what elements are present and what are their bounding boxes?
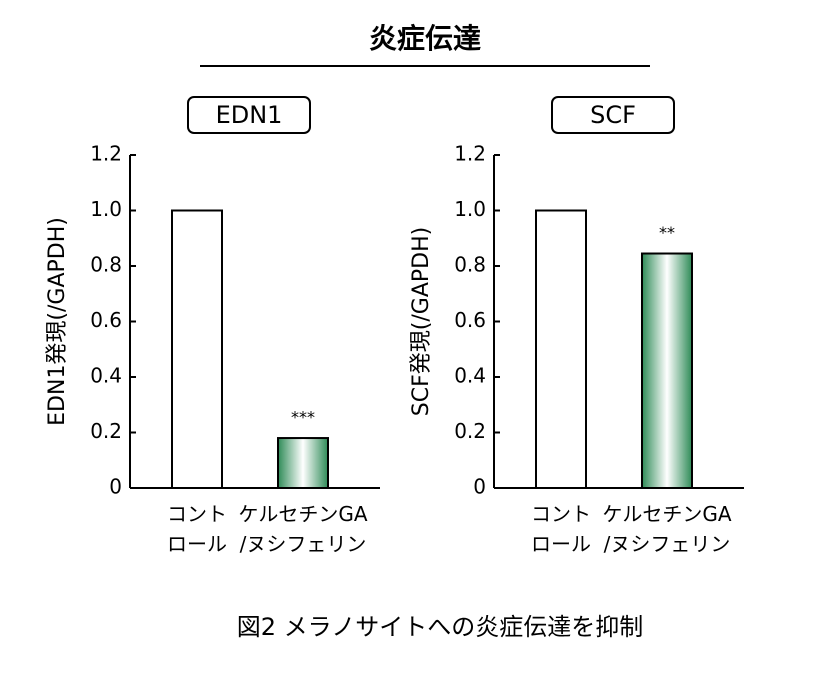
y-tick-label: 1.0 xyxy=(90,197,122,221)
significance-label: *** xyxy=(291,408,315,427)
bar xyxy=(277,437,329,489)
y-tick-label: 0.2 xyxy=(454,419,486,443)
y-tick-label: 0.8 xyxy=(90,253,122,277)
y-tick-label: 0 xyxy=(109,475,122,499)
panel-title: SCF xyxy=(590,101,636,129)
figure-title: 炎症伝達 xyxy=(369,22,481,55)
x-tick-label: コントロール xyxy=(531,502,591,556)
y-tick-label: 0.2 xyxy=(90,419,122,443)
y-tick-label: 0.8 xyxy=(454,253,486,277)
y-tick-label: 0.6 xyxy=(454,308,486,332)
panel-title-box xyxy=(187,96,311,134)
y-tick-label: 1.2 xyxy=(90,142,122,166)
bar xyxy=(641,252,693,489)
panel-title-box xyxy=(551,96,675,134)
y-tick-label: 1.2 xyxy=(454,142,486,166)
panel-title: EDN1 xyxy=(216,101,283,129)
y-tick-label: 0.4 xyxy=(90,364,122,388)
significance-label: ** xyxy=(659,223,675,242)
y-axis-label: EDN1発現(/GAPDH) xyxy=(45,217,70,426)
x-tick-label: ケルセチンGA/ヌシフェリン xyxy=(238,502,367,556)
y-tick-label: 0.6 xyxy=(90,308,122,332)
x-tick-label: ケルセチンGA/ヌシフェリン xyxy=(602,502,731,556)
y-tick-label: 0 xyxy=(473,475,486,499)
y-axis-label: SCF発現(/GAPDH) xyxy=(409,227,434,416)
y-tick-label: 1.0 xyxy=(454,197,486,221)
bar xyxy=(535,209,587,489)
x-tick-label: コントロール xyxy=(167,502,227,556)
bar xyxy=(171,209,223,489)
y-tick-label: 0.4 xyxy=(454,364,486,388)
caption: 図2 メラノサイトへの炎症伝達を抑制 xyxy=(237,613,643,641)
